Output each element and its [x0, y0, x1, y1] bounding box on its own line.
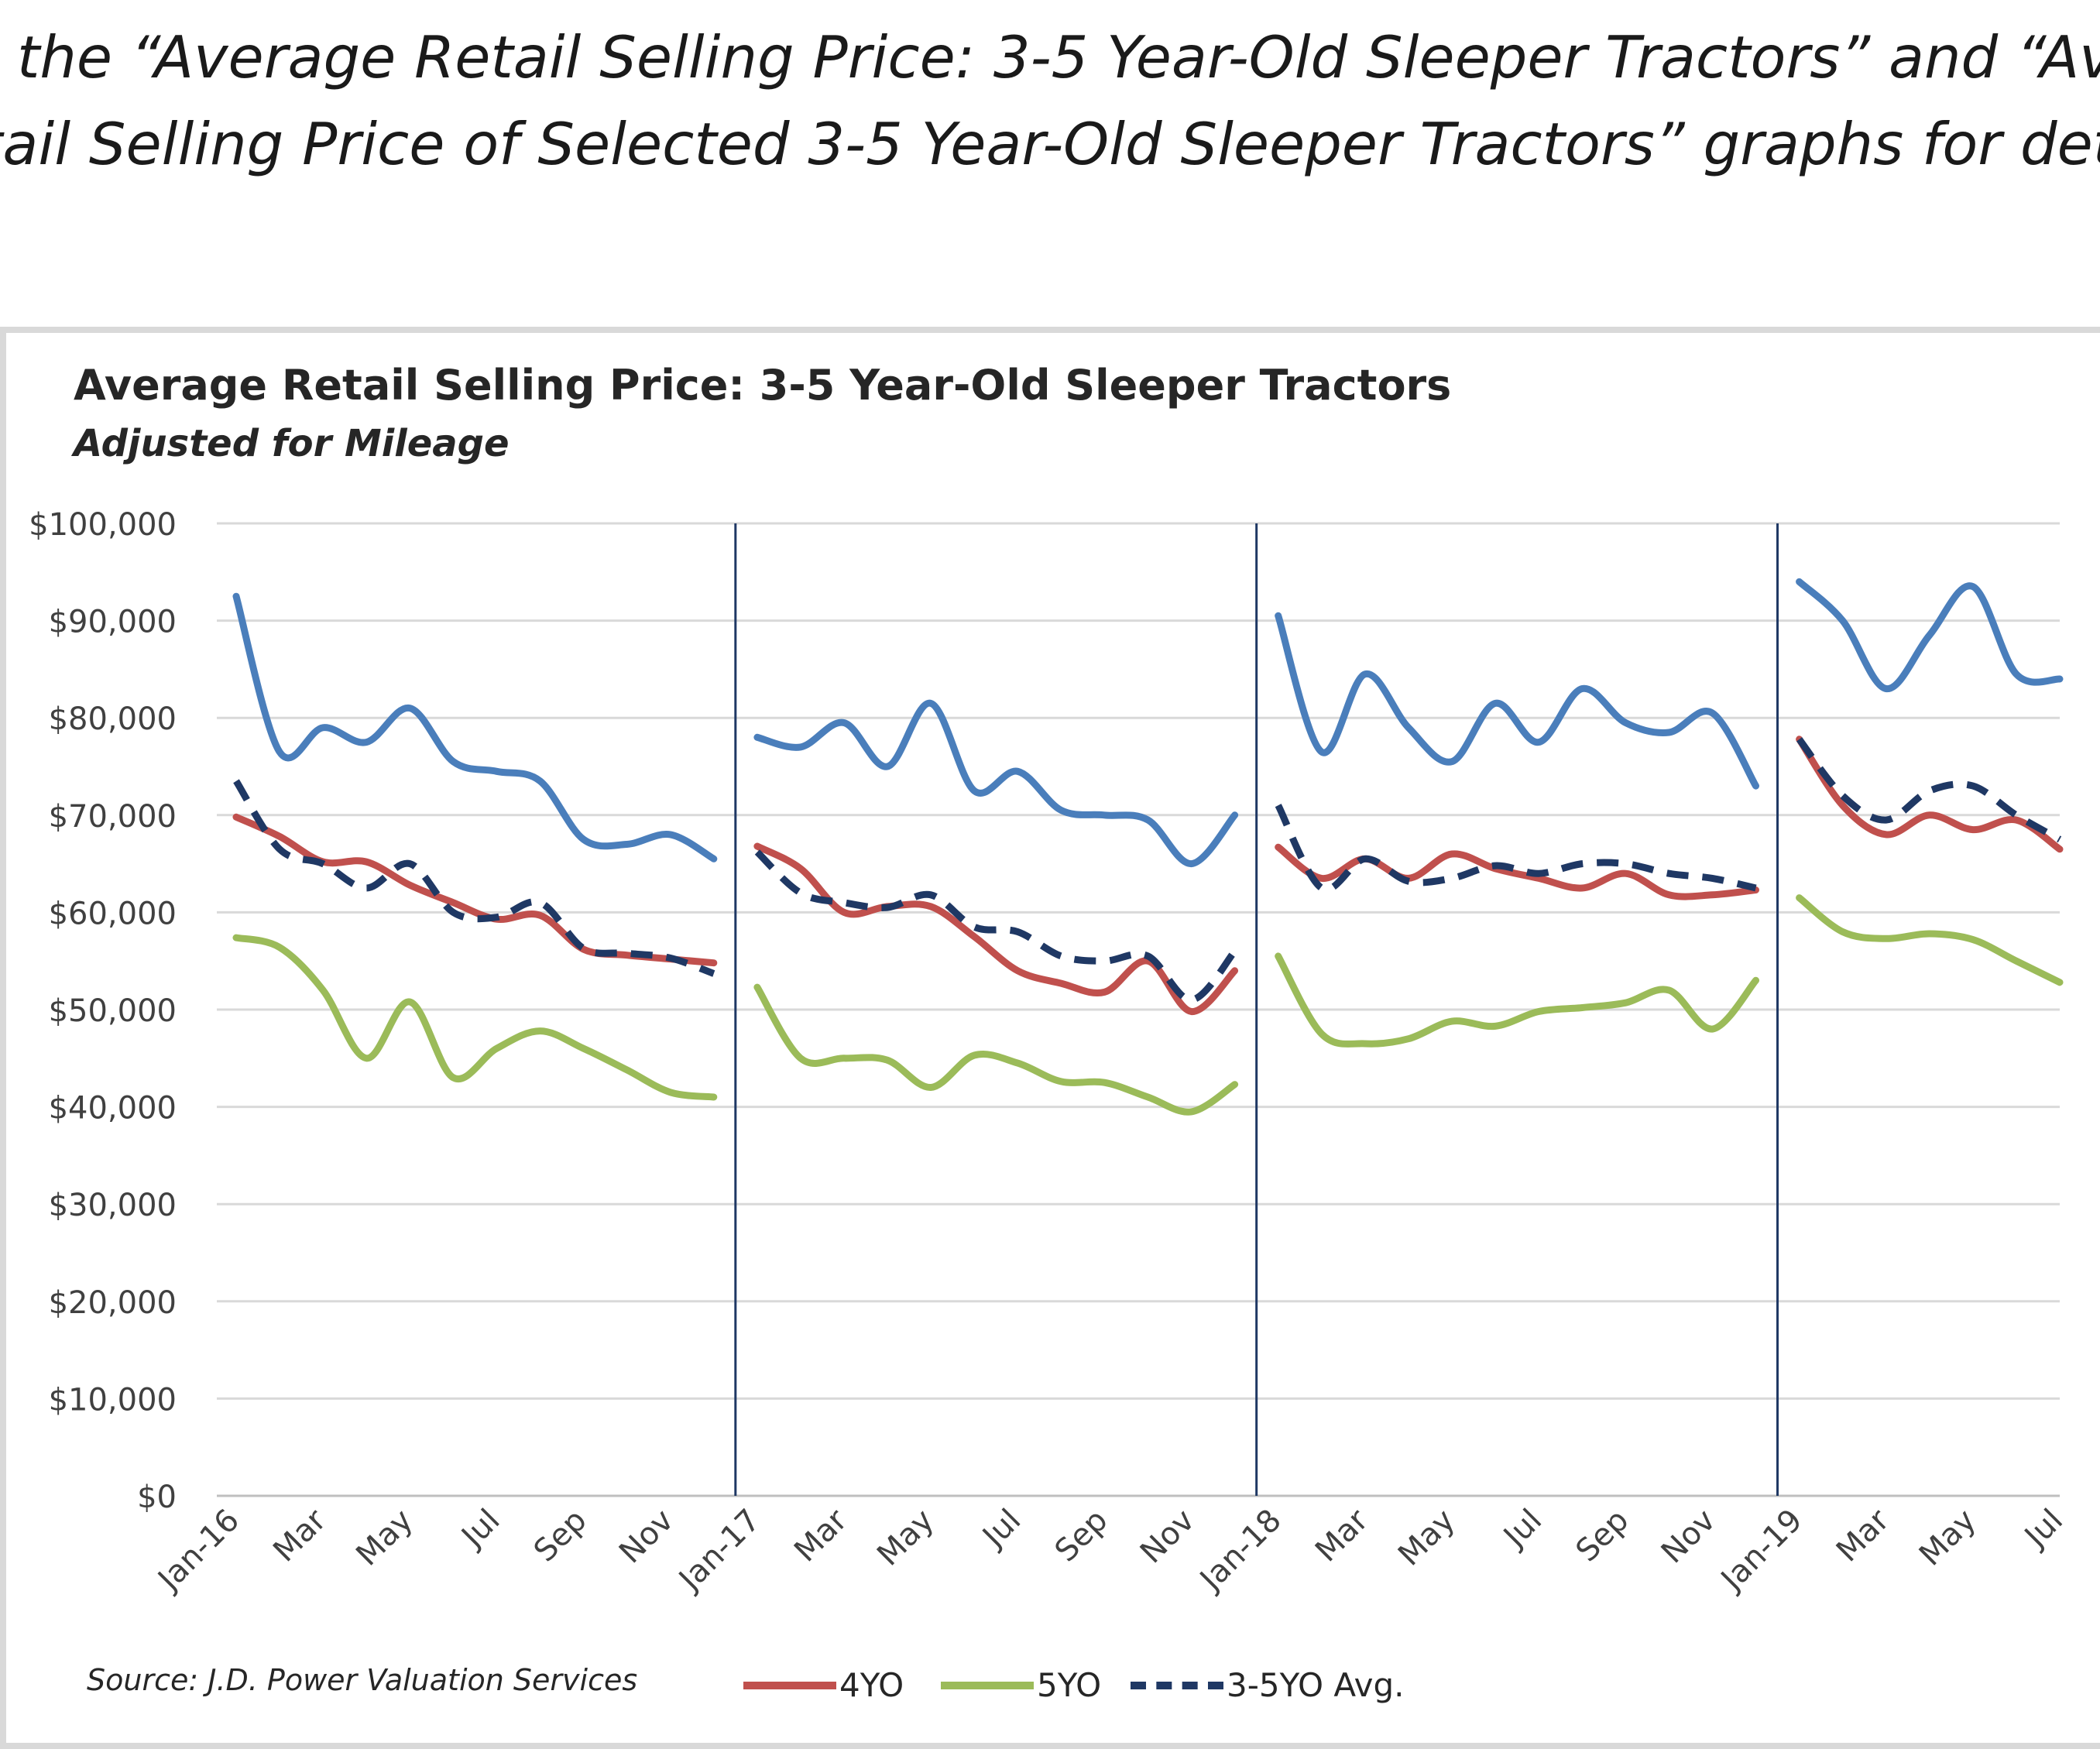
series-line-top — [1275, 612, 1759, 790]
x-tick-label: May — [1391, 1503, 1462, 1573]
series-line-top — [1796, 578, 2064, 692]
legend-swatch-4yo — [743, 1681, 836, 1689]
y-tick-label: $30,000 — [49, 1188, 177, 1223]
x-tick-label: Jul — [454, 1503, 507, 1556]
series-line-5yo — [1275, 952, 1759, 1048]
legend-swatch-avg — [1131, 1681, 1223, 1689]
y-tick-label: $20,000 — [49, 1285, 177, 1321]
chart-subtitle: Adjusted for Mileage — [74, 422, 510, 465]
legend-item-4yo: 4YO — [743, 1666, 904, 1704]
series-line-3-5yo-avg- — [233, 779, 715, 977]
legend-item-avg: 3-5YO Avg. — [1131, 1666, 1405, 1704]
legend-swatch-5yo — [941, 1681, 1034, 1689]
x-tick-label: Mar — [1309, 1502, 1375, 1569]
x-tick-label: Mar — [1830, 1502, 1896, 1569]
legend-label-4yo: 4YO — [839, 1666, 904, 1704]
x-tick-label: Jan-18 — [1192, 1503, 1288, 1599]
series-line-4yo — [753, 842, 1239, 1015]
y-tick-label: $40,000 — [49, 1091, 177, 1127]
y-tick-label: $10,000 — [49, 1382, 177, 1418]
x-tick-label: May — [870, 1503, 941, 1573]
x-tick-label: Jul — [2016, 1503, 2070, 1556]
y-tick-label: $70,000 — [49, 799, 177, 835]
caption-line-2: tail Selling Price of Selected 3-5 Year-… — [0, 110, 2100, 178]
series-line-5yo — [1796, 894, 2064, 986]
y-tick-label: $0 — [137, 1480, 177, 1515]
x-tick-label: May — [349, 1503, 420, 1573]
series-line-4yo — [1275, 843, 1759, 900]
legend-label-5yo: 5YO — [1037, 1666, 1102, 1704]
caption: e the “Average Retail Selling Price: 3-5… — [0, 14, 2100, 187]
x-tick-label: Jan-19 — [1713, 1503, 1809, 1599]
x-tick-label: Mar — [788, 1502, 854, 1569]
x-tick-label: Jan-17 — [671, 1503, 767, 1599]
y-tick-label: $60,000 — [49, 896, 177, 931]
chart-title: Average Retail Selling Price: 3-5 Year-O… — [74, 361, 1452, 410]
x-tick-label: Jan-16 — [150, 1503, 246, 1599]
x-tick-label: Mar — [266, 1502, 333, 1569]
x-tick-label: Sep — [527, 1503, 594, 1569]
y-tick-label: $50,000 — [49, 993, 177, 1029]
series-line-5yo — [232, 934, 718, 1101]
y-tick-label: $100,000 — [29, 507, 177, 543]
x-tick-label: May — [1913, 1503, 1983, 1573]
x-tick-label: Nov — [612, 1503, 681, 1571]
x-tick-label: Jul — [1495, 1503, 1549, 1556]
series-line-top — [232, 592, 718, 862]
legend-item-5yo: 5YO — [941, 1666, 1101, 1704]
series-line-5yo — [753, 983, 1239, 1116]
x-tick-label: Sep — [1570, 1503, 1636, 1569]
source-note: Source: J.D. Power Valuation Services — [87, 1663, 638, 1697]
y-tick-label: $90,000 — [49, 605, 177, 640]
x-tick-label: Sep — [1048, 1503, 1115, 1569]
series-line-top — [753, 699, 1239, 868]
x-tick-label: Nov — [1655, 1503, 1723, 1571]
series-line-4yo — [1796, 736, 2064, 853]
legend-label-avg: 3-5YO Avg. — [1227, 1666, 1405, 1704]
y-tick-label: $80,000 — [49, 701, 177, 737]
series-line-3-5yo-avg- — [1275, 804, 1757, 893]
caption-line-1: e the “Average Retail Selling Price: 3-5… — [0, 23, 2100, 91]
x-tick-label: Jul — [975, 1503, 1028, 1556]
x-tick-label: Nov — [1134, 1503, 1202, 1571]
